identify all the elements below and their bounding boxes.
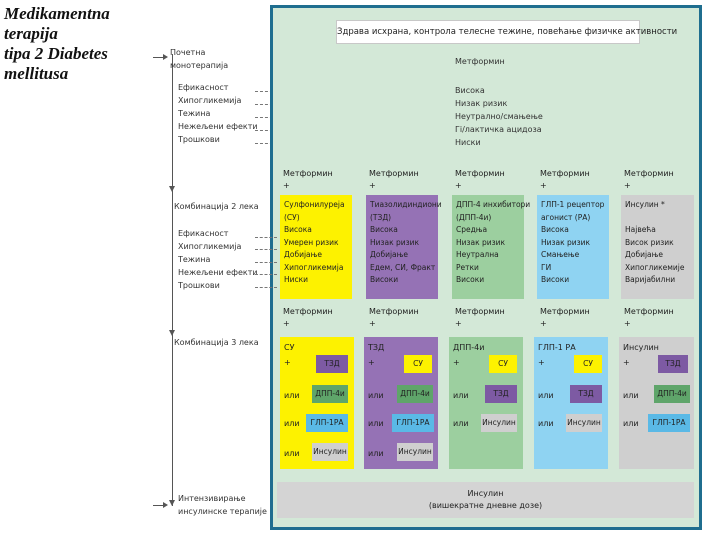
option-chip: ГЛП-1РА [648, 414, 690, 432]
intensify-label: Интензивирање инсулинске терапије [178, 494, 267, 516]
criterion-label: Тежина [178, 109, 211, 118]
combo2-dpp4-column: ДПП-4 инхибитори (ДПП-4и) Средња Низак риз… [452, 195, 530, 299]
or-label: или [368, 419, 384, 428]
combo3-base: ТЗД [368, 343, 385, 352]
insulin-bar-subtitle: (вишекратне дневне дозе) [428, 501, 543, 510]
or-label: или [284, 419, 300, 428]
combo2-header: Метформин + [283, 169, 333, 190]
slide-title: Medikamentna terapija tipa 2 Diabetes me… [4, 4, 154, 84]
combo2-tzd-column: Тиазолидиндиони (ТЗД) Висока Низак ризик Д… [366, 195, 442, 299]
criterion-label: Трошкови [178, 281, 220, 290]
monotherapy-drug: Метформин [455, 57, 505, 66]
initial-monotherapy-label: Почетна монотерапија [170, 48, 229, 70]
connector-line [255, 262, 277, 263]
combo2-header: Метформин + [369, 169, 419, 190]
property-value: Низак ризик [455, 99, 508, 108]
option-chip: ГЛП-1РА [306, 414, 348, 432]
lifestyle-box: Здрава исхрана, контрола телесне тежине,… [336, 20, 677, 44]
combo2-header: Метформин + [624, 169, 674, 190]
or-label: или [623, 391, 639, 400]
monotherapy-properties: Висока Низак ризик Неутрално/смањење Гi/… [455, 84, 543, 149]
combo3-label: Комбинација 3 лека [174, 338, 259, 347]
combo2-header: Метформин + [455, 169, 505, 190]
title-line: mellitusa [4, 64, 69, 83]
option-chip: ДПП-4и [397, 385, 433, 403]
insulin-bar-title: Инсулин [467, 489, 504, 498]
option-chip: ТЗД [485, 385, 517, 403]
criterion-label: Трошкови [178, 135, 220, 144]
plus-sign: + [453, 358, 460, 367]
option-chip: СУ [574, 355, 602, 373]
title-line: Medikamentna [4, 4, 110, 23]
combo3-base: ДПП-4и [453, 343, 485, 352]
criterion-label: Тежина [178, 255, 211, 264]
plus-sign: + [284, 358, 291, 367]
criteria-labels-2: Ефикасност Хипогликемија Тежина Нежељени… [178, 227, 258, 292]
title-line: tipa 2 Diabetes [4, 44, 108, 63]
criterion-label: Нежељени ефекти [178, 122, 258, 131]
option-chip: ТЗД [658, 355, 688, 373]
criteria-labels-1: Ефикасност Хипогликемија Тежина Нежељени… [178, 81, 258, 146]
flow-arrow-icon [169, 500, 175, 506]
connector-line [255, 249, 277, 250]
property-value: Висока [455, 86, 485, 95]
criterion-label: Нежељени ефекти [178, 268, 258, 277]
combo2-insulin-column: Инсулин * Највећа Висок ризик Добијање Хип… [621, 195, 694, 299]
combo3-header: Метформин + [283, 307, 333, 328]
or-label: или [453, 391, 469, 400]
or-label: или [368, 449, 384, 458]
property-value: Ниски [455, 138, 481, 147]
combo2-header: Метформин + [540, 169, 590, 190]
flow-line [172, 54, 173, 506]
connector-line [255, 237, 277, 238]
flow-arrow-icon [169, 186, 175, 192]
option-chip: ТЗД [316, 355, 348, 373]
option-chip: ГЛП-1РА [392, 414, 434, 432]
plus-sign: + [368, 358, 375, 367]
option-chip: ДПП-4и [312, 385, 348, 403]
option-chip: Инсулин [397, 443, 433, 461]
criterion-label: Хипогликемија [178, 96, 242, 105]
option-chip: ДПП-4и [654, 385, 690, 403]
intensified-insulin-box: Инсулин (вишекратне дневне дозе) [277, 482, 694, 518]
option-chip: Инсулин [312, 443, 348, 461]
combo3-header: Метформин + [369, 307, 419, 328]
flow-arrow-icon [153, 502, 168, 508]
option-chip: Инсулин [481, 414, 517, 432]
or-label: или [538, 391, 554, 400]
title-line: terapija [4, 24, 58, 43]
connector-line [255, 274, 277, 275]
flow-arrow-icon [169, 330, 175, 336]
option-chip: СУ [489, 355, 517, 373]
plus-sign: + [623, 358, 630, 367]
combo3-header: Метформин + [624, 307, 674, 328]
or-label: или [284, 449, 300, 458]
option-chip: СУ [404, 355, 432, 373]
combo2-label: Комбинација 2 лека [174, 202, 259, 211]
or-label: или [368, 391, 384, 400]
or-label: или [284, 391, 300, 400]
combo2-su-column: Сулфонилуреја (СУ) Висока Умерен ризик Доб… [280, 195, 352, 299]
flow-arrow-icon [153, 54, 168, 60]
combo3-header: Метформин + [540, 307, 590, 328]
or-label: или [623, 419, 639, 428]
criterion-label: Хипогликемија [178, 242, 242, 251]
property-value: Гi/лактичка ацидоза [455, 125, 542, 134]
combo3-base: ГЛП-1 РА [538, 343, 576, 352]
plus-sign: + [538, 358, 545, 367]
or-label: или [453, 419, 469, 428]
criterion-label: Ефикасност [178, 229, 229, 238]
criterion-label: Ефикасност [178, 83, 229, 92]
option-chip: Инсулин [566, 414, 602, 432]
combo3-base: СУ [284, 343, 295, 352]
connector-line [255, 287, 277, 288]
combo3-base: Инсулин [623, 343, 659, 352]
option-chip: ТЗД [570, 385, 602, 403]
combo2-glp1-column: ГЛП-1 рецептор агонист (РА) Висока Низак р… [537, 195, 609, 299]
combo3-header: Метформин + [455, 307, 505, 328]
or-label: или [538, 419, 554, 428]
property-value: Неутрално/смањење [455, 112, 543, 121]
